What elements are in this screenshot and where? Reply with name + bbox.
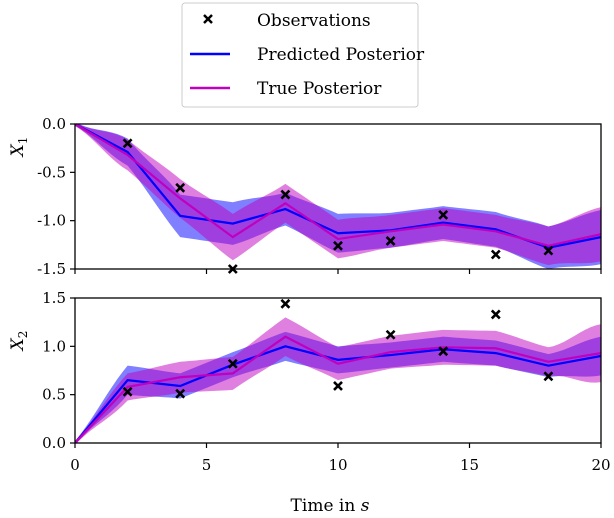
observation-stroke	[280, 298, 291, 309]
x-tick-label: 15	[460, 456, 479, 474]
plot-area	[75, 124, 601, 269]
observation-stroke	[543, 371, 554, 382]
mean-line-true	[75, 335, 601, 443]
confidence-band-true	[75, 124, 601, 266]
observation-marker	[490, 249, 501, 260]
subplot-x1: 0.0 -0.5 -1.0 -1.5 X1	[8, 115, 602, 278]
observation-marker	[543, 245, 554, 256]
observation-stroke	[385, 236, 396, 246]
observation-stroke	[438, 209, 449, 220]
plot-area	[75, 317, 601, 443]
observation-marker	[175, 182, 186, 193]
legend-box	[181, 2, 419, 108]
legend-label-true: True Posterior	[257, 79, 382, 99]
observation-stroke	[175, 182, 186, 193]
observation-marker	[385, 236, 396, 246]
observation-stroke	[438, 346, 449, 357]
observation-marker	[543, 371, 554, 382]
observation-stroke	[490, 309, 501, 320]
observation-stroke	[333, 381, 343, 391]
observation-marker	[490, 309, 501, 320]
observation-stroke	[490, 249, 501, 260]
observation-stroke	[280, 189, 291, 200]
observation-marker	[280, 189, 291, 200]
observation-marker	[280, 298, 291, 309]
observation-marker	[227, 358, 238, 369]
y-tick-label: 1.0	[42, 337, 66, 355]
observation-marker	[333, 381, 343, 391]
observation-marker	[122, 386, 133, 397]
legend-label-predicted: Predicted Posterior	[257, 45, 425, 65]
y-tick-label: -1.5	[37, 260, 66, 278]
y-axis-label: X1	[8, 137, 30, 159]
observation-marker	[333, 240, 343, 251]
x-axis-label: Time in s	[291, 496, 370, 516]
observation-marker	[438, 209, 449, 220]
observation-marker	[438, 346, 449, 357]
observation-marker	[175, 388, 186, 399]
observation-stroke	[122, 386, 133, 397]
observation-stroke	[385, 329, 396, 340]
y-tick-label: -0.5	[37, 163, 66, 181]
observation-stroke	[122, 138, 133, 149]
subplot-x2: 0.0 0.5 1.0 1.5 0 5 10 15 20 X2	[8, 289, 611, 474]
y-tick-label: 1.5	[42, 289, 66, 307]
legend: Observations Predicted Posterior True Po…	[181, 2, 425, 108]
y-tick-label: 0.0	[42, 115, 66, 133]
observation-stroke	[175, 388, 186, 399]
observation-stroke	[227, 358, 238, 369]
y-tick-label: -1.0	[37, 212, 66, 230]
y-tick-label: 0.0	[42, 434, 66, 452]
legend-marker-observations	[203, 14, 213, 24]
observation-stroke	[333, 240, 343, 251]
x-tick-label: 20	[591, 456, 610, 474]
observation-marker	[122, 138, 133, 149]
y-tick-label: 0.5	[42, 386, 66, 404]
y-axis-label: X2	[8, 331, 30, 353]
mean-line-predicted	[75, 345, 601, 443]
mean-line-true	[75, 124, 601, 247]
observation-marker	[385, 329, 396, 340]
x-tick-label: 10	[328, 456, 347, 474]
x-tick-label: 0	[70, 456, 80, 474]
legend-label-observations: Observations	[257, 11, 371, 31]
x-tick-label: 5	[202, 456, 212, 474]
observation-stroke	[543, 245, 554, 256]
